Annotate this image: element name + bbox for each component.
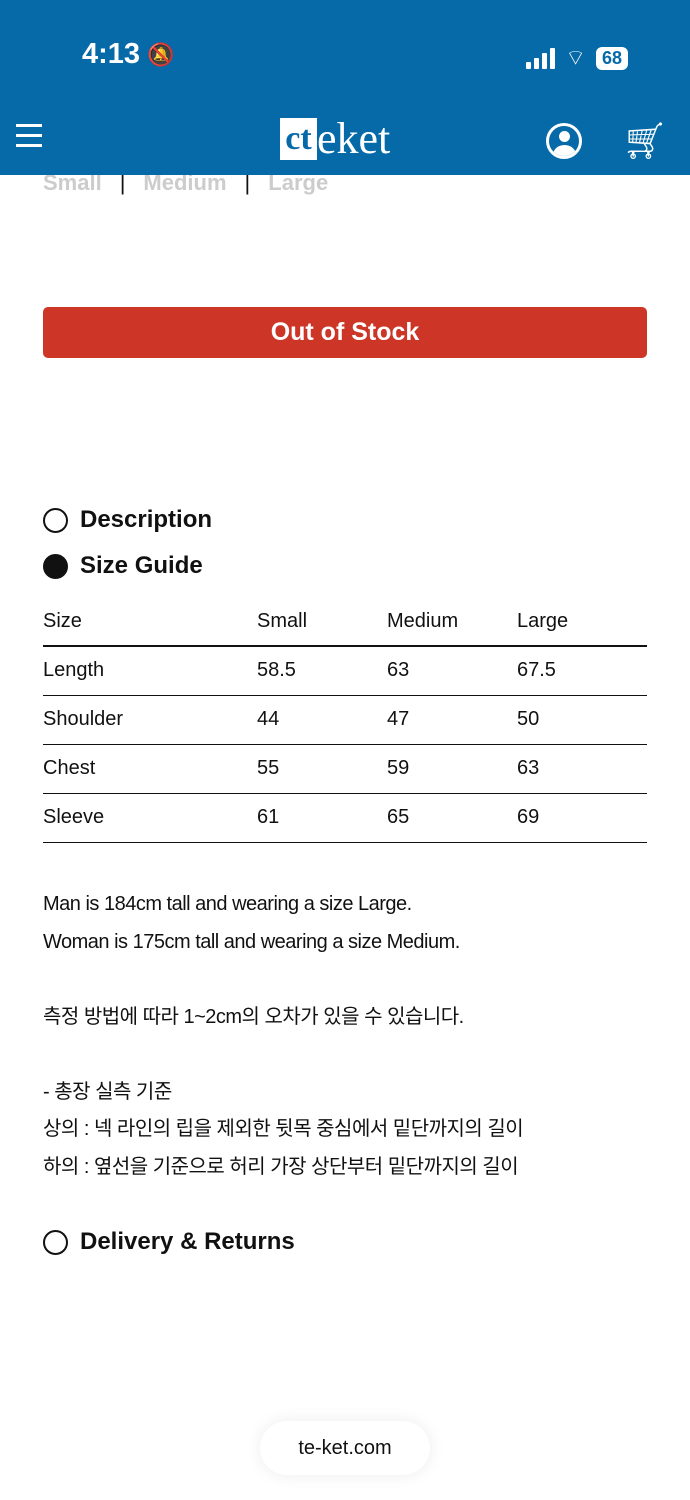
column-header: Size xyxy=(43,597,257,647)
radio-filled-icon xyxy=(43,553,68,579)
table-cell: Shoulder xyxy=(43,695,257,745)
header: 4:13 🔕 ⌔ 68 ct eket 🛒︎ xyxy=(0,0,690,175)
table-row: Shoulder 44 47 50 xyxy=(43,695,647,745)
note-line xyxy=(43,1036,523,1074)
table-header-row: Size Small Medium Large xyxy=(43,597,647,647)
size-notes: Man is 184cm tall and wearing a size Lar… xyxy=(43,886,524,1186)
note-line: 하의 : 옆선을 기준으로 허리 가장 상단부터 밑단까지의 길이 xyxy=(43,1155,519,1178)
logo-text: eket xyxy=(317,114,391,163)
accordion-label: Size Guide xyxy=(80,552,203,579)
note-line: Woman is 175cm tall and wearing a size M… xyxy=(43,930,460,953)
table-cell: 47 xyxy=(387,695,517,745)
table-cell: 69 xyxy=(517,793,647,843)
table-cell: 63 xyxy=(387,646,517,696)
table-cell: Length xyxy=(43,646,257,696)
menu-icon[interactable] xyxy=(16,124,42,154)
column-header: Large xyxy=(517,597,647,647)
table-cell: 59 xyxy=(387,744,517,794)
note-line: Man is 184cm tall and wearing a size Lar… xyxy=(43,893,412,915)
table-cell: 67.5 xyxy=(517,646,647,696)
divider: | xyxy=(119,170,126,195)
table-cell: 61 xyxy=(257,793,387,843)
table-row: Sleeve 61 65 69 xyxy=(43,793,647,843)
table-cell: Chest xyxy=(43,744,257,794)
accordion-label: Description xyxy=(80,506,213,533)
signal-icon xyxy=(526,47,556,69)
accordion-description[interactable]: Description xyxy=(43,506,212,534)
accordion-size-guide[interactable]: Size Guide xyxy=(43,552,203,580)
table-cell: 58.5 xyxy=(257,646,387,696)
user-icon[interactable] xyxy=(546,123,582,159)
divider: | xyxy=(244,170,251,195)
table-cell: 65 xyxy=(387,793,517,843)
table-cell: Sleeve xyxy=(43,793,257,843)
cart-icon[interactable]: 🛒︎ xyxy=(622,120,668,161)
table-cell: 63 xyxy=(517,744,647,794)
logo[interactable]: ct eket xyxy=(280,114,391,163)
note-line xyxy=(43,961,523,999)
table-row: Length 58.5 63 67.5 xyxy=(43,646,647,696)
note-line: 상의 : 넥 라인의 립을 제외한 뒷목 중심에서 밑단까지의 길이 xyxy=(43,1118,524,1140)
table-cell: 50 xyxy=(517,695,647,745)
radio-empty-icon xyxy=(43,1229,68,1255)
logo-mark: ct xyxy=(280,118,317,160)
url-bar[interactable]: te-ket.com xyxy=(260,1421,430,1475)
accordion-delivery-returns[interactable]: Delivery & Returns xyxy=(43,1228,295,1256)
column-header: Medium xyxy=(387,597,517,647)
accordion-label: Delivery & Returns xyxy=(80,1228,295,1255)
table-cell: 55 xyxy=(257,744,387,794)
status-icons: ⌔ 68 xyxy=(526,44,628,72)
battery-icon: 68 xyxy=(595,46,628,70)
silent-bell-icon: 🔕 xyxy=(147,42,175,67)
status-time: 4:13 xyxy=(82,38,141,70)
column-header: Small xyxy=(257,597,387,647)
table-row: Chest 55 59 63 xyxy=(43,744,647,794)
note-line: 측정 방법에 따라 1~2cm의 오차가 있을 수 있습니다. xyxy=(43,1005,464,1028)
radio-empty-icon xyxy=(43,507,68,533)
size-table: Size Small Medium Large Length 58.5 63 67.5… xyxy=(43,597,647,843)
table-cell: 44 xyxy=(257,695,387,745)
out-of-stock-button[interactable]: Out of Stock xyxy=(43,307,647,358)
wifi-icon: ⌔ xyxy=(565,45,586,70)
note-line: - 총장 실측 기준 xyxy=(43,1080,172,1103)
